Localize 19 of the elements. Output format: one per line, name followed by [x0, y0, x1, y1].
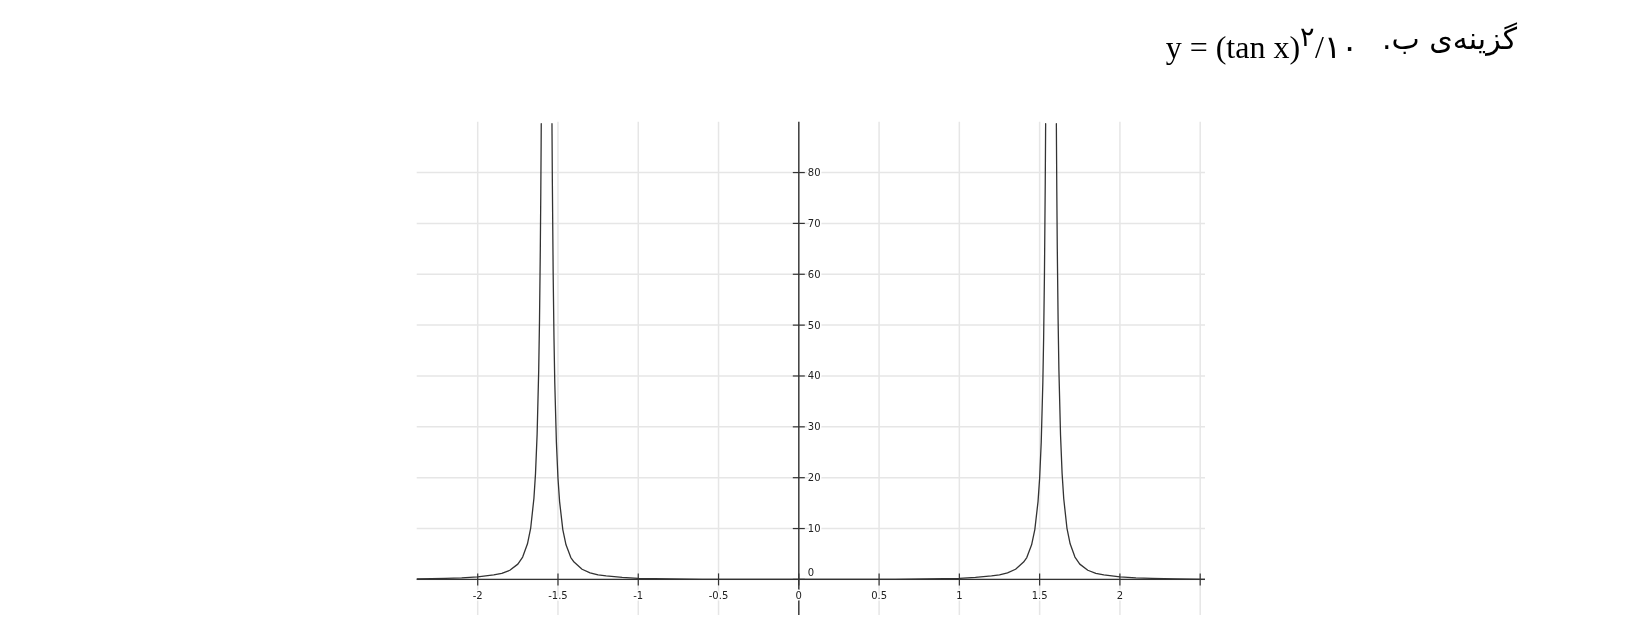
x-tick-label: -1	[633, 590, 644, 602]
y-tick-label: 10	[807, 523, 821, 535]
x-tick-label: 0	[795, 590, 802, 602]
x-tick-label: 2	[1116, 590, 1124, 602]
y-tick-label: 30	[807, 421, 821, 433]
x-tick-label: 1	[956, 590, 963, 602]
y-tick-label: 0	[807, 567, 815, 579]
y-tick-label: 50	[807, 319, 821, 331]
x-tick-label: 0.5	[871, 590, 888, 602]
x-tick-label: -1.5	[548, 590, 568, 602]
y-tick-label: 60	[807, 268, 821, 280]
x-tick-label: -2	[472, 590, 483, 602]
x-tick-label: 1.5	[1031, 590, 1048, 602]
y-tick-label: 20	[807, 472, 821, 484]
y-tick-label: 40	[807, 370, 821, 382]
y-tick-label: 70	[807, 217, 821, 229]
x-tick-label: -0.5	[708, 590, 729, 602]
y-tick-label: 80	[807, 167, 821, 179]
text: گزینه‌ی ب.	[1381, 21, 1517, 56]
